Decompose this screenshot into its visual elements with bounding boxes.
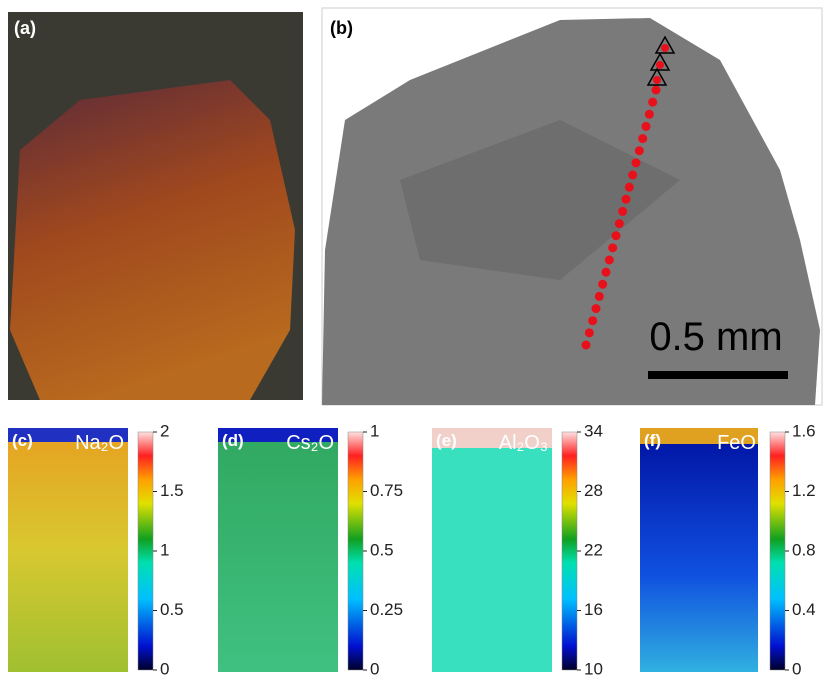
analysis-dot <box>642 122 651 131</box>
map-image <box>8 428 128 672</box>
colorbar <box>770 432 785 670</box>
colorbar-tick-label: 0 <box>370 659 379 675</box>
analysis-dot <box>585 328 594 337</box>
colorbar-tick-label: 0.75 <box>370 481 403 500</box>
colorbar-tick-label: 1 <box>370 421 379 440</box>
analysis-dot <box>592 304 601 313</box>
analysis-dot <box>615 219 624 228</box>
analysis-dot <box>582 341 591 350</box>
analysis-dot <box>652 86 661 95</box>
analysis-dot <box>635 146 644 155</box>
analysis-dot <box>656 61 664 69</box>
colorbar-tick-label: 2 <box>160 421 169 440</box>
analysis-dot <box>618 207 627 216</box>
colorbar-tick-label: 0.25 <box>370 600 403 619</box>
analysis-dot <box>661 44 669 52</box>
colorbar-tick-label: 0 <box>792 659 801 675</box>
analysis-dot <box>595 292 604 301</box>
crystal-image <box>10 80 295 400</box>
panel-label: (c) <box>12 431 33 450</box>
map-image <box>640 428 758 672</box>
map-image <box>432 428 552 672</box>
colorbar <box>562 432 577 670</box>
analysis-dot <box>645 110 654 119</box>
analysis-dot <box>648 98 657 107</box>
analysis-dot <box>602 268 611 277</box>
colorbar-tick-label: 0.4 <box>792 600 816 619</box>
map-image <box>218 428 338 672</box>
colorbar-tick-label: 1 <box>160 540 169 559</box>
panel-label: (d) <box>222 431 244 450</box>
colorbar-tick-label: 10 <box>584 659 603 675</box>
analysis-dot <box>632 158 641 167</box>
colorbar-tick-label: 28 <box>584 481 603 500</box>
oxide-label: Cs₂O <box>286 432 334 454</box>
colorbar-tick-label: 0.5 <box>160 600 184 619</box>
panel-label: (e) <box>436 431 457 450</box>
colorbar-tick-label: 1.6 <box>792 421 816 440</box>
panel-label: (b) <box>330 18 353 38</box>
analysis-dot <box>622 195 631 204</box>
colorbar-tick-label: 0 <box>160 659 169 675</box>
figure: (a) (b) 0.5 mm (c) Na₂O 0 0.5 1 1.5 2 (d) Cs₂O 0 0.25… <box>0 0 827 675</box>
analysis-dot <box>598 280 607 289</box>
colorbar <box>348 432 363 670</box>
analysis-dot <box>605 256 614 265</box>
oxide-label: FeO <box>717 432 756 454</box>
analysis-dot <box>588 316 597 325</box>
panel-label: (f) <box>644 431 661 450</box>
oxide-label: Na₂O <box>75 432 124 454</box>
analysis-dot <box>625 183 634 192</box>
colorbar <box>138 432 153 670</box>
colorbar-tick-label: 0.5 <box>370 540 394 559</box>
panel-label: (a) <box>14 18 36 38</box>
analysis-dot <box>608 243 617 252</box>
colorbar-tick-label: 0.8 <box>792 540 816 559</box>
colorbar-tick-label: 34 <box>584 421 603 440</box>
analysis-dot <box>638 134 647 143</box>
analysis-dot <box>628 171 637 180</box>
colorbar-tick-label: 22 <box>584 540 603 559</box>
colorbar-tick-label: 1.5 <box>160 481 184 500</box>
oxide-label: Al₂O₃ <box>499 432 548 454</box>
scale-bar-label: 0.5 mm <box>649 315 782 359</box>
analysis-dot <box>653 76 661 84</box>
colorbar-tick-label: 1.2 <box>792 481 816 500</box>
colorbar-tick-label: 16 <box>584 600 603 619</box>
analysis-dot <box>612 231 621 240</box>
